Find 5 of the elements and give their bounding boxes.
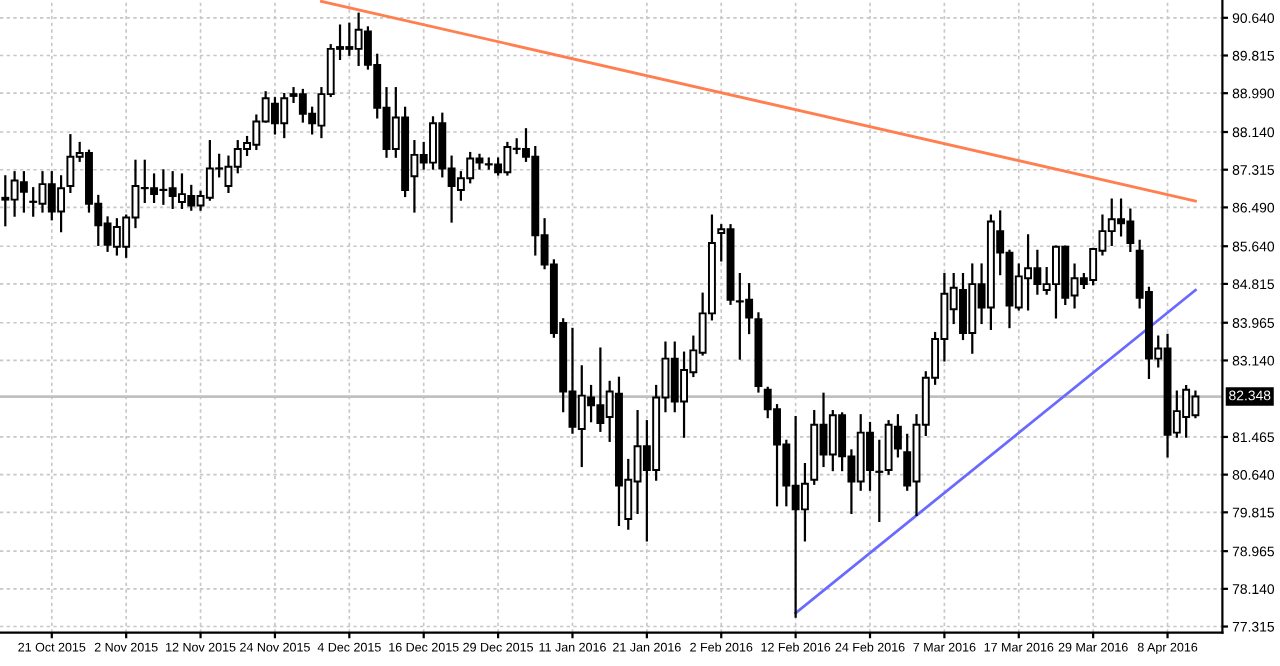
candlestick: [19, 171, 28, 213]
candlestick: [875, 439, 884, 522]
candlestick: [754, 312, 763, 393]
candlestick: [800, 463, 809, 542]
candlestick: [29, 187, 38, 217]
